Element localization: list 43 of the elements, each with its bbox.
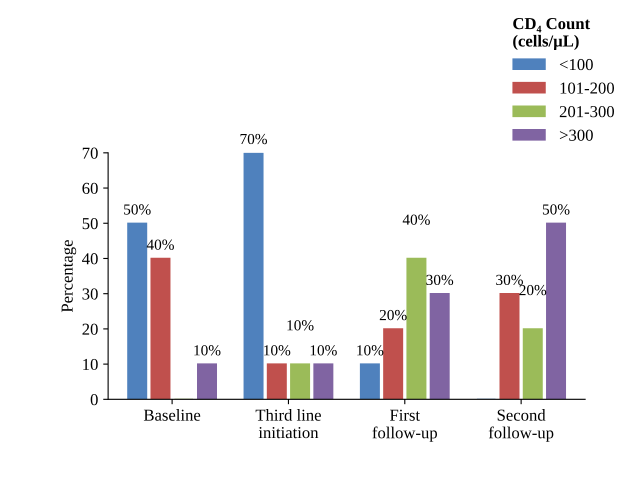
legend-label: <100: [560, 58, 593, 70]
data-label: 40%: [402, 214, 430, 225]
y-tick-label: 60: [82, 182, 98, 194]
bar: [522, 328, 543, 400]
bar: [499, 292, 520, 400]
data-label: 10%: [194, 345, 220, 356]
y-tick-label: 20: [82, 324, 98, 335]
y-tick-label: 40: [82, 253, 98, 264]
x-tick-label: Second follow-up: [488, 409, 554, 442]
y-tick-label: 50: [82, 218, 98, 230]
y-axis-title: Percentage: [62, 240, 76, 312]
bar: [290, 363, 310, 400]
x-tick-label: First follow-up: [372, 410, 438, 442]
y-tick-label: 0: [90, 394, 98, 406]
bar: [127, 222, 148, 400]
data-label: 10%: [264, 345, 290, 356]
data-label: 10%: [357, 345, 384, 356]
bar: [244, 152, 264, 400]
legend-label: 201-300: [560, 106, 614, 118]
bar: [197, 363, 218, 400]
legend-label: 101-200: [560, 82, 614, 94]
bar: [313, 363, 334, 400]
legend-title: CD₄ Count (cells/µL): [513, 18, 590, 50]
bar: [546, 222, 566, 400]
data-label: 10%: [310, 345, 337, 356]
data-label: 10%: [287, 320, 314, 331]
data-label: 30%: [496, 274, 523, 286]
y-tick-label: 70: [82, 148, 98, 159]
data-label: 30%: [426, 274, 454, 286]
x-tick-label: Third line initiation: [256, 409, 321, 438]
bar: [383, 328, 404, 400]
x-tick-label: Baseline: [144, 409, 200, 421]
data-label: 50%: [542, 204, 570, 215]
y-tick-label: 10: [83, 358, 98, 370]
bar: [430, 292, 450, 400]
bar: [360, 363, 380, 400]
legend-label: >300: [560, 130, 593, 141]
bar: [406, 258, 426, 400]
data-label: 50%: [124, 204, 151, 215]
bar: [150, 258, 170, 400]
y-tick-label: 30: [82, 288, 98, 300]
bar: [266, 363, 287, 400]
data-label: 70%: [240, 134, 268, 144]
